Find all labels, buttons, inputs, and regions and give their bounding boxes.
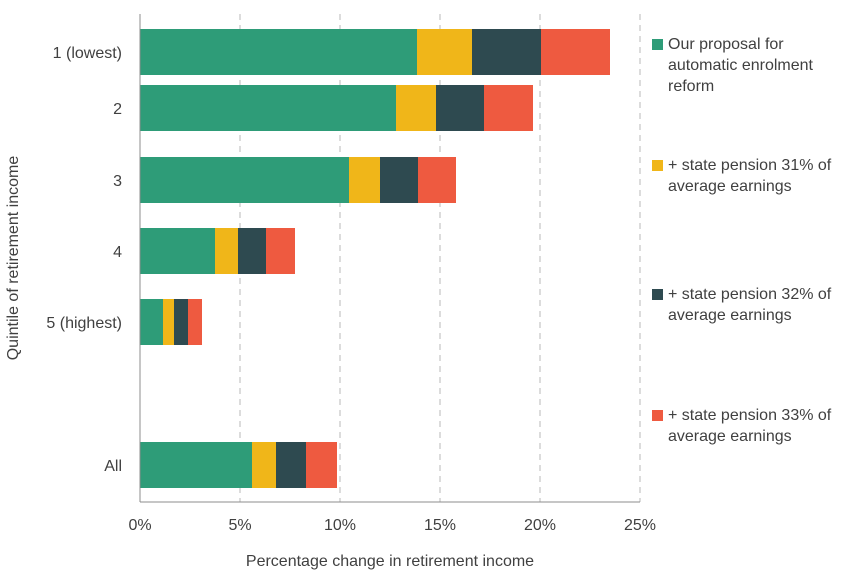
bar-segment-series-4 (306, 442, 337, 488)
y-tick-label: 5 (highest) (46, 315, 122, 332)
bar-segment-series-2 (396, 85, 436, 131)
bar-segment-series-3 (174, 299, 188, 345)
y-tick-label: 1 (lowest) (53, 45, 122, 62)
bar-segment-series-4 (188, 299, 202, 345)
bar-segment-series-3 (276, 442, 306, 488)
bar-segment-series-1 (140, 442, 252, 488)
bar-segment-series-2 (163, 299, 174, 345)
legend-label: Our proposal for automatic enrolment ref… (668, 36, 813, 95)
bar-segment-series-4 (484, 85, 533, 131)
legend-label: + state pension 33% of average earnings (668, 407, 832, 445)
bar-segment-series-3 (380, 157, 418, 203)
x-tick-label: 15% (424, 517, 456, 534)
bars (140, 29, 610, 488)
x-tick-label: 5% (228, 517, 251, 534)
y-tick-label: All (104, 458, 122, 475)
legend-item-4: + state pension 33% of average earnings (652, 405, 846, 447)
legend: Our proposal for automatic enrolment ref… (652, 0, 848, 572)
y-tick-label: 4 (113, 244, 122, 261)
legend-label: + state pension 32% of average earnings (668, 286, 832, 324)
bar-segment-series-1 (140, 29, 417, 75)
legend-swatch (652, 410, 663, 421)
bar-segment-series-4 (418, 157, 456, 203)
bar-segment-series-2 (215, 228, 238, 274)
y-tick-label: 3 (113, 173, 122, 190)
bar-segment-series-4 (541, 29, 610, 75)
bar-segment-series-2 (349, 157, 380, 203)
bar-segment-series-1 (140, 157, 349, 203)
legend-label: + state pension 31% of average earnings (668, 157, 832, 195)
bar-segment-series-3 (238, 228, 266, 274)
x-tick-labels: 0% 5% 10% 15% 20% 25% (128, 517, 656, 534)
bar-segment-series-1 (140, 299, 163, 345)
bar-segment-series-1 (140, 228, 215, 274)
y-tick-labels: 1 (lowest) 2 3 4 5 (highest) All (46, 45, 122, 475)
y-axis-title: Quintile of retirement income (5, 156, 22, 361)
x-tick-label: 0% (128, 517, 151, 534)
y-tick-label: 2 (113, 101, 122, 118)
bar-segment-series-2 (417, 29, 472, 75)
axes (139, 14, 640, 503)
x-tick-label: 10% (324, 517, 356, 534)
legend-item-3: + state pension 32% of average earnings (652, 284, 846, 326)
x-tick-label: 25% (624, 517, 656, 534)
legend-swatch (652, 289, 663, 300)
legend-swatch (652, 160, 663, 171)
bar-segment-series-3 (436, 85, 484, 131)
legend-item-2: + state pension 31% of average earnings (652, 155, 846, 197)
bar-segment-series-1 (140, 85, 396, 131)
legend-swatch (652, 39, 663, 50)
x-axis-title: Percentage change in retirement income (246, 553, 534, 570)
bar-segment-series-2 (252, 442, 276, 488)
legend-item-1: Our proposal for automatic enrolment ref… (652, 34, 846, 97)
bar-segment-series-3 (472, 29, 541, 75)
bar-segment-series-4 (266, 228, 295, 274)
x-tick-label: 20% (524, 517, 556, 534)
